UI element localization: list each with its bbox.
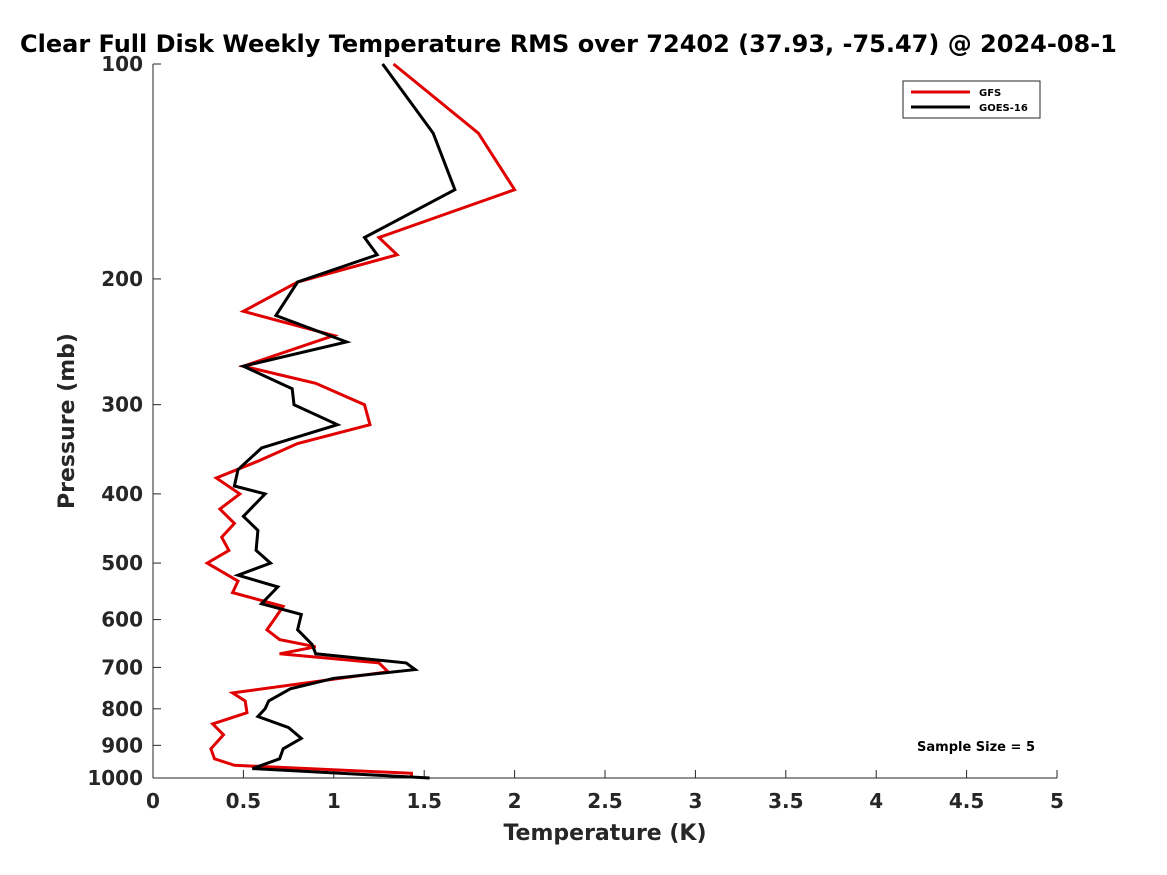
legend: GFS GOES-16: [902, 80, 1041, 119]
sample-size-annotation: Sample Size = 5: [917, 740, 1035, 755]
y-tick-label: 700: [101, 655, 143, 679]
y-tick-label: 800: [101, 697, 143, 721]
x-tick-label: 4.5: [949, 789, 984, 813]
y-tick-label: 400: [101, 482, 143, 506]
y-tick-label: 600: [101, 608, 143, 632]
x-tick-label: 1.5: [406, 789, 441, 813]
y-axis-label: Pressure (mb): [55, 333, 80, 509]
series-line-gfs: [204, 62, 517, 778]
x-tick-label: 4: [869, 789, 883, 813]
x-tick-label: 1: [327, 789, 341, 813]
x-tick-label: 2: [508, 789, 522, 813]
x-ticks: 0 0.5 1 1.5 2 2.5 3 3.5 4 4.5 5: [146, 770, 1064, 813]
x-tick-label: 5: [1050, 789, 1064, 813]
y-tick-label: 1000: [87, 766, 143, 790]
x-tick-label: 0.5: [226, 789, 261, 813]
x-tick-label: 3: [688, 789, 702, 813]
plot-axes: [152, 64, 1057, 779]
x-axis-label: Temperature (K): [503, 821, 706, 846]
legend-label-gfs: GFS: [979, 88, 1001, 99]
legend-box: [902, 80, 1041, 119]
chart-title: Clear Full Disk Weekly Temperature RMS o…: [20, 30, 1117, 58]
series-line-goes16: [232, 63, 457, 780]
y-ticks: 100 200 300 400 500 600 700 800 900 1000: [87, 52, 161, 790]
series-lines: [204, 62, 517, 780]
y-tick-label: 900: [101, 733, 143, 757]
legend-label-goes16: GOES-16: [979, 103, 1028, 114]
y-tick-label: 100: [101, 52, 143, 76]
x-tick-label: 3.5: [768, 789, 803, 813]
x-tick-label: 0: [146, 789, 160, 813]
x-tick-label: 2.5: [587, 789, 622, 813]
y-tick-label: 200: [101, 267, 143, 291]
y-tick-label: 500: [101, 551, 143, 575]
y-tick-label: 300: [101, 393, 143, 417]
